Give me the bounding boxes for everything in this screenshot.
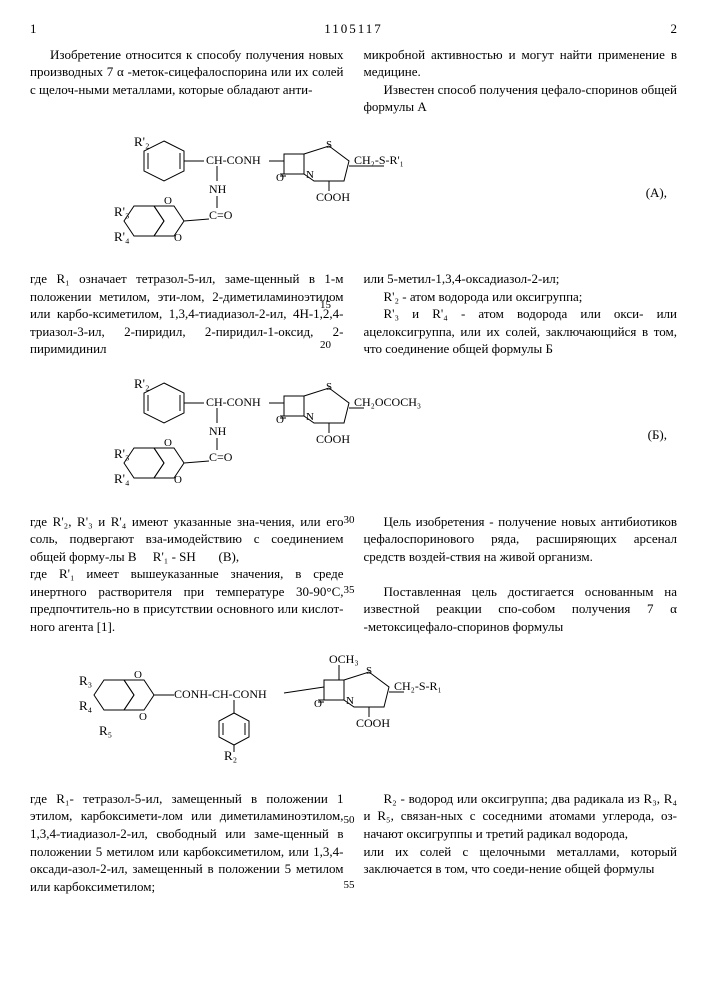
svg-text:COOH: COOH	[356, 716, 390, 730]
formula-A-label: (А),	[646, 184, 667, 202]
line-30: 30	[344, 513, 355, 528]
col1-mid2-p2: где R'₁ имеет вышеуказанные значения, в …	[30, 565, 344, 635]
svg-text:CH₂-S-R'₁: CH₂-S-R'₁	[354, 153, 404, 167]
col1-mid2: где R'₂, R'₃ и R'₄ имеют указанные зна-ч…	[30, 513, 344, 636]
doc-number: 1105117	[70, 20, 637, 38]
line-15: 15	[320, 298, 331, 313]
col2-mid2-p2: Поставленная цель достигается основанным…	[364, 583, 678, 636]
svg-text:N: N	[306, 169, 314, 181]
col2-bot: R₂ - водород или оксигруппа; два радикал…	[364, 790, 678, 895]
svg-text:COOH: COOH	[316, 190, 350, 204]
col2-mid-p1: или 5-метил-1,3,4-оксадиазол-2-ил;	[364, 270, 678, 288]
svg-text:NH: NH	[209, 182, 227, 196]
svg-text:N: N	[346, 695, 354, 707]
formula-C-svg: R₃ R₄ R₅ O O CONH-CH-CONH R₂ OCH₃ O S N …	[74, 645, 634, 775]
svg-text:O: O	[139, 711, 147, 723]
formula-A-svg: R'₂ CH-CONH NH C=O R'₃ R'₄ O O O S N CH₂…	[104, 126, 604, 256]
mid-columns: где R₁ означает тетразол-5-ил, заме-щенн…	[30, 270, 677, 358]
formula-B-inline-label: (В),	[219, 549, 240, 564]
line-55: 55	[344, 878, 355, 893]
svg-text:O: O	[174, 474, 182, 486]
svg-text:NH: NH	[209, 424, 227, 438]
page-right: 2	[637, 20, 677, 38]
formula-B-label: (Б),	[648, 427, 667, 445]
svg-text:R₂: R₂	[224, 748, 237, 763]
line-35: 35	[344, 583, 355, 598]
svg-text:R'₂: R'₂	[134, 134, 150, 149]
svg-text:N: N	[306, 411, 314, 423]
svg-text:O: O	[174, 232, 182, 244]
svg-text:C=O: C=O	[209, 208, 233, 222]
mid2-columns: где R'₂, R'₃ и R'₄ имеют указанные зна-ч…	[30, 513, 677, 636]
svg-text:O: O	[134, 669, 142, 681]
col1-mid: где R₁ означает тетразол-5-ил, заме-щенн…	[30, 270, 344, 358]
col1-intro: Изобретение относится к способу получени…	[30, 46, 344, 116]
col2-intro-p1: микробной активностью и могут найти прим…	[364, 47, 678, 80]
svg-text:CH₂OCOCH₃: CH₂OCOCH₃	[354, 395, 421, 409]
svg-text:S: S	[326, 139, 332, 151]
col1-bot-p1: где R₁- тетразол-5-ил, замещенный в поло…	[30, 791, 344, 894]
formula-B-inline: R'₁ - SH	[153, 549, 196, 564]
svg-text:R'₄: R'₄	[114, 471, 130, 486]
svg-text:R₃: R₃	[79, 673, 92, 688]
page-left: 1	[30, 20, 70, 38]
col2-mid2: 30 Цель изобретения - получение новых ан…	[364, 513, 678, 636]
formula-B-svg: R'₂ CH-CONH NH C=O R'₃ R'₄ O O O S N CH₂…	[104, 368, 604, 498]
col2-intro: микробной активностью и могут найти прим…	[364, 46, 678, 116]
svg-text:CH₂-S-R₁: CH₂-S-R₁	[394, 679, 442, 693]
col2-intro-p2: Известен способ получения цефало-спорино…	[364, 81, 678, 116]
line-20: 20	[320, 338, 331, 353]
svg-text:R₅: R₅	[99, 723, 112, 738]
line-50: 50	[344, 813, 355, 828]
formula-A: R'₂ CH-CONH NH C=O R'₃ R'₄ O O O S N CH₂…	[30, 126, 677, 261]
svg-text:R₄: R₄	[79, 698, 93, 713]
col2-mid-p2: R'₂ - атом водорода или оксигруппа;	[364, 288, 678, 306]
col1-bot: где R₁- тетразол-5-ил, замещенный в поло…	[30, 790, 344, 895]
svg-text:CH-CONH: CH-CONH	[206, 395, 261, 409]
col2-mid2-p1: Цель изобретения - получение новых антиб…	[364, 513, 678, 566]
bot-columns: где R₁- тетразол-5-ил, замещенный в поло…	[30, 790, 677, 895]
intro-columns: Изобретение относится к способу получени…	[30, 46, 677, 116]
svg-text:S: S	[326, 381, 332, 393]
page-header: 1 1105117 2	[30, 20, 677, 38]
col2-mid: или 5-метил-1,3,4-оксадиазол-2-ил; R'₂ -…	[364, 270, 678, 358]
formula-C: R₃ R₄ R₅ O O CONH-CH-CONH R₂ OCH₃ O S N …	[30, 645, 677, 780]
svg-text:S: S	[366, 665, 372, 677]
svg-text:C=O: C=O	[209, 450, 233, 464]
svg-text:R'₄: R'₄	[114, 229, 130, 244]
svg-text:COOH: COOH	[316, 432, 350, 446]
svg-text:CONH-CH-CONH: CONH-CH-CONH	[174, 687, 267, 701]
svg-text:O: O	[164, 437, 172, 449]
svg-text:CH-CONH: CH-CONH	[206, 153, 261, 167]
formula-B: R'₂ CH-CONH NH C=O R'₃ R'₄ O O O S N CH₂…	[30, 368, 677, 503]
svg-text:R'₂: R'₂	[134, 376, 150, 391]
col1-mid-p1: где R₁ означает тетразол-5-ил, заме-щенн…	[30, 271, 344, 356]
svg-text:OCH₃: OCH₃	[329, 652, 359, 666]
col2-bot-p2: или их солей с щелочными металлами, кото…	[364, 843, 678, 878]
col2-mid-p3: R'₃ и R'₄ - атом водорода или окси- или …	[364, 305, 678, 358]
col2-bot-p1: R₂ - водород или оксигруппа; два радикал…	[364, 790, 678, 843]
svg-text:O: O	[164, 195, 172, 207]
